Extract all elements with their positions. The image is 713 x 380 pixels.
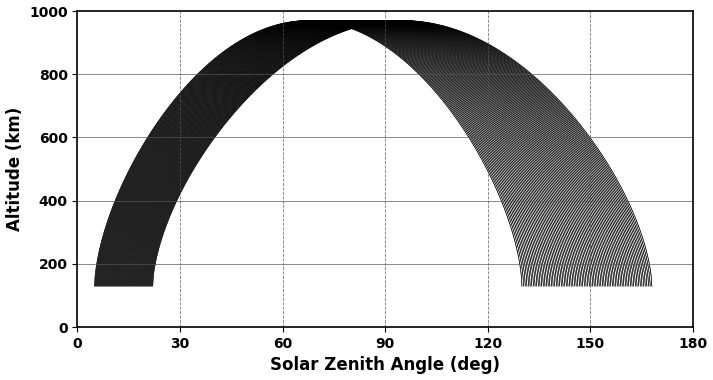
- Y-axis label: Altitude (km): Altitude (km): [6, 107, 24, 231]
- X-axis label: Solar Zenith Angle (deg): Solar Zenith Angle (deg): [270, 356, 501, 374]
